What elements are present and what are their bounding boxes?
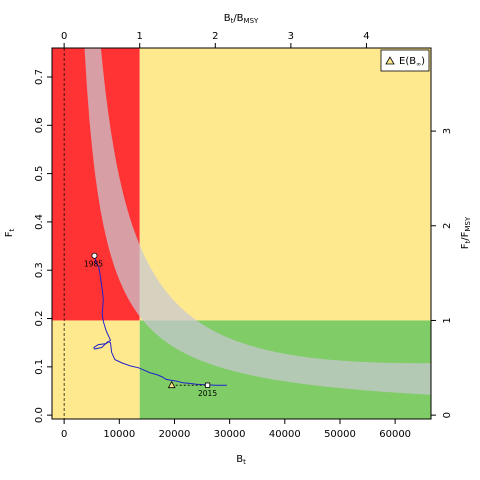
- x-axis-title: Bt: [236, 454, 246, 466]
- legend: E(B∞): [380, 49, 430, 72]
- y-axis-title: Ft: [4, 228, 16, 237]
- x-tick-label: 50000: [324, 429, 356, 440]
- start-year-marker: [91, 252, 98, 259]
- top-axis-title: Bt/BMSY: [224, 13, 259, 25]
- y-tick-label: 0.1: [34, 359, 45, 375]
- right-tick-label: 2: [442, 223, 453, 229]
- right-axis-title: Ft/FMSY: [460, 216, 472, 249]
- stock-trajectory-line: [93, 255, 227, 386]
- legend-label: E(B∞): [399, 56, 425, 68]
- y-tick-label: 0.4: [34, 214, 45, 230]
- x-tick-label: 30000: [214, 429, 246, 440]
- overfished-zone: [52, 320, 140, 419]
- y-tick-label: 0.7: [34, 69, 45, 85]
- triangle-icon: [385, 56, 395, 65]
- top-tick-label: 3: [288, 31, 294, 42]
- y-tick-label: 0.0: [34, 407, 45, 423]
- legend-box: [380, 49, 430, 72]
- x-tick-label: 40000: [269, 429, 301, 440]
- right-tick-label: 0: [442, 412, 453, 418]
- top-tick-label: 1: [137, 31, 143, 42]
- right-tick-label: 1: [442, 317, 453, 323]
- top-axis: 0 1 2 3 4: [61, 31, 370, 48]
- overfishing-zone: [139, 48, 431, 321]
- y-tick-label: 0.6: [34, 117, 45, 133]
- x-tick-label: 20000: [159, 429, 191, 440]
- end-year-label: 2015: [198, 389, 217, 398]
- y-tick-label: 0.5: [34, 166, 45, 182]
- right-tick-label: 3: [442, 128, 453, 134]
- x-tick-label: 0: [61, 429, 67, 440]
- y-tick-label: 0.2: [34, 311, 45, 327]
- plot-area: 1985 2015: [52, 48, 431, 419]
- end-year-marker: [204, 382, 211, 388]
- x-tick-label: 60000: [379, 429, 411, 440]
- y-axis: 0.0 0.1 0.2 0.3 0.4 0.5 0.6 0.7: [34, 69, 52, 423]
- y-tick-label: 0.3: [34, 262, 45, 278]
- x-axis: 0 10000 20000 30000 40000 50000 60000: [61, 418, 411, 440]
- top-tick-label: 4: [363, 31, 369, 42]
- confidence-band: [84, 48, 431, 395]
- start-year-label: 1985: [84, 260, 103, 269]
- expected-equilibrium-marker: [167, 380, 176, 389]
- right-axis: 0 1 2 3: [431, 128, 453, 418]
- top-tick-label: 0: [61, 31, 67, 42]
- top-tick-label: 2: [212, 31, 218, 42]
- x-tick-label: 10000: [103, 429, 135, 440]
